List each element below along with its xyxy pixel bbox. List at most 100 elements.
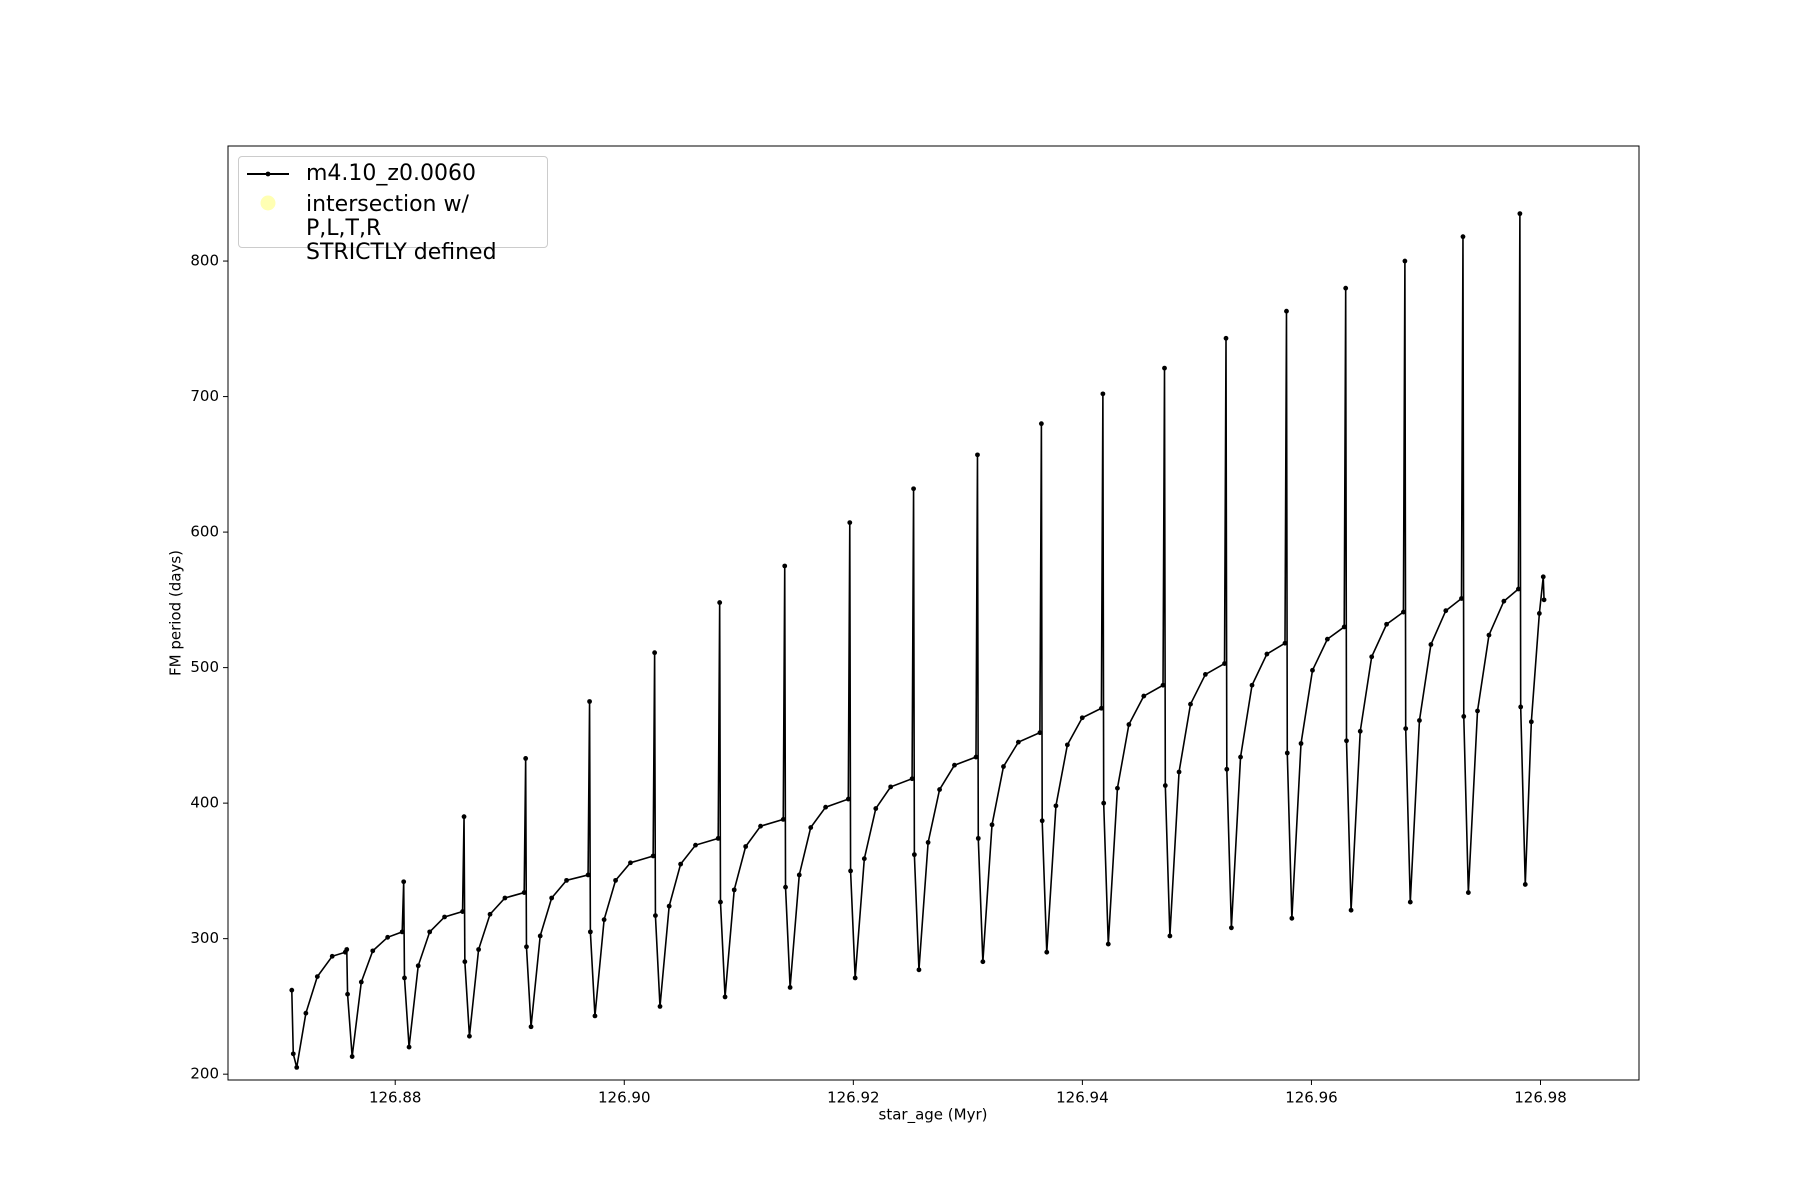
data-point bbox=[460, 909, 465, 914]
data-point bbox=[1202, 671, 1208, 677]
data-point bbox=[613, 877, 618, 883]
data-point bbox=[467, 1033, 472, 1039]
data-point bbox=[1238, 754, 1243, 760]
data-point bbox=[787, 985, 793, 990]
data-point bbox=[666, 903, 672, 909]
data-point bbox=[1402, 258, 1408, 264]
data-point bbox=[1284, 308, 1289, 314]
data-point bbox=[1222, 661, 1227, 666]
data-point bbox=[585, 872, 591, 878]
data-point bbox=[461, 814, 467, 820]
data-point bbox=[1407, 899, 1413, 905]
data-point bbox=[650, 853, 656, 859]
data-point bbox=[1105, 941, 1111, 947]
data-point bbox=[1298, 741, 1304, 746]
data-point bbox=[909, 776, 915, 782]
data-point bbox=[290, 1051, 296, 1057]
data-point bbox=[1518, 704, 1524, 710]
data-point bbox=[873, 806, 879, 811]
data-point bbox=[911, 852, 917, 858]
data-point bbox=[587, 699, 592, 704]
data-point bbox=[848, 868, 853, 874]
data-point bbox=[399, 929, 405, 935]
data-point bbox=[1324, 636, 1330, 642]
data-point bbox=[349, 1054, 355, 1059]
data-point bbox=[1038, 421, 1044, 427]
data-point bbox=[1284, 750, 1290, 756]
data-point bbox=[1486, 632, 1492, 638]
data-point bbox=[1403, 726, 1409, 731]
data-point bbox=[1461, 714, 1467, 719]
data-point bbox=[1522, 882, 1528, 887]
data-point bbox=[528, 1024, 534, 1030]
data-point bbox=[549, 895, 555, 901]
legend-label: intersection w/ P,L,T,R STRICTLY defined bbox=[306, 192, 497, 265]
data-point bbox=[1443, 608, 1449, 614]
data-point bbox=[462, 959, 468, 965]
data-point bbox=[1039, 818, 1045, 824]
data-point bbox=[1517, 211, 1523, 217]
x-tick-label: 126.94 bbox=[1056, 1089, 1109, 1107]
data-point bbox=[1141, 693, 1147, 699]
data-point bbox=[1536, 611, 1542, 616]
data-point bbox=[564, 877, 569, 883]
x-tick-label: 126.88 bbox=[369, 1089, 422, 1107]
data-point bbox=[1369, 654, 1375, 660]
data-point bbox=[601, 917, 607, 923]
data-point bbox=[1115, 785, 1120, 791]
data-point bbox=[1223, 335, 1229, 341]
data-point bbox=[628, 860, 633, 866]
data-point bbox=[758, 823, 763, 829]
data-point bbox=[1528, 719, 1534, 725]
data-point bbox=[1541, 597, 1547, 603]
data-point bbox=[678, 861, 684, 867]
data-point bbox=[1384, 621, 1389, 627]
data-point bbox=[1100, 391, 1106, 397]
data-point bbox=[592, 1013, 598, 1019]
data-point bbox=[847, 520, 853, 526]
data-point bbox=[722, 994, 728, 1000]
y-tick-label: 600 bbox=[190, 523, 219, 541]
data-point bbox=[1126, 722, 1132, 727]
legend-key-marker bbox=[260, 195, 276, 211]
data-point bbox=[502, 895, 508, 901]
data-point bbox=[1264, 651, 1270, 657]
data-point bbox=[975, 835, 981, 841]
data-point bbox=[370, 948, 376, 954]
data-point bbox=[808, 825, 814, 830]
data-point bbox=[1188, 701, 1193, 707]
data-point bbox=[652, 650, 658, 656]
data-point bbox=[329, 953, 335, 959]
y-tick-label: 400 bbox=[190, 794, 219, 812]
data-point bbox=[1037, 730, 1043, 736]
data-point bbox=[1417, 718, 1422, 723]
data-point bbox=[780, 816, 786, 822]
data-point bbox=[1343, 285, 1349, 291]
data-point bbox=[1501, 598, 1507, 604]
data-point bbox=[717, 600, 723, 605]
data-point bbox=[587, 929, 593, 935]
data-point bbox=[1176, 769, 1182, 775]
data-point bbox=[973, 754, 979, 760]
data-point bbox=[1079, 715, 1085, 721]
data-point bbox=[1015, 739, 1021, 745]
data-point bbox=[1098, 705, 1104, 711]
series-line bbox=[290, 213, 1545, 1068]
data-point bbox=[1001, 764, 1006, 769]
data-point bbox=[911, 486, 916, 492]
data-point bbox=[401, 879, 407, 885]
data-point bbox=[783, 884, 788, 890]
data-point bbox=[427, 929, 433, 935]
data-point bbox=[1428, 642, 1434, 647]
y-tick-label: 200 bbox=[190, 1065, 219, 1083]
data-point bbox=[314, 974, 320, 979]
data-point bbox=[1160, 682, 1166, 688]
data-point bbox=[487, 911, 493, 917]
data-point bbox=[1064, 742, 1070, 748]
data-point bbox=[345, 991, 350, 997]
data-point bbox=[402, 975, 407, 981]
data-point bbox=[888, 784, 894, 790]
data-point bbox=[975, 452, 980, 458]
data-point bbox=[1348, 907, 1354, 913]
data-point bbox=[1401, 609, 1406, 615]
